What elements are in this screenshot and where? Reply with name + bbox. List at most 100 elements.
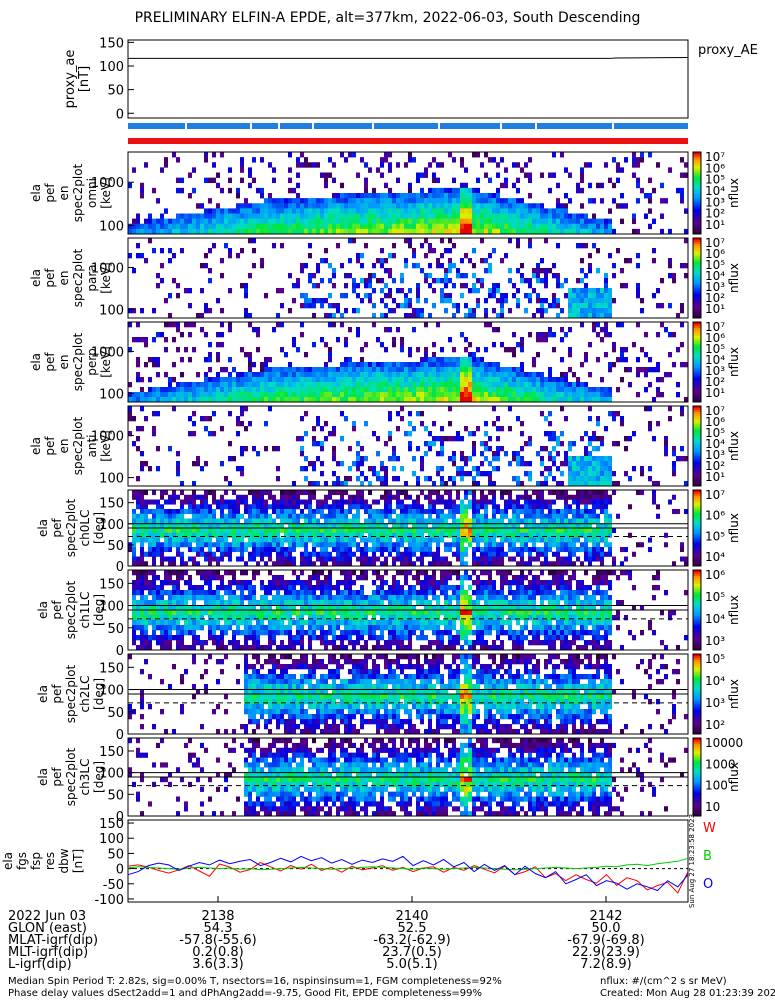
spectrogram-cell [336, 461, 340, 467]
spectrogram-cell [484, 193, 488, 199]
spectrogram-cell [344, 203, 348, 209]
spectrogram-cell [380, 218, 384, 225]
spectrogram-cell [432, 218, 436, 225]
spectrogram-cell [408, 298, 412, 304]
spectrogram-cell [172, 392, 176, 398]
spectrogram-cell [608, 513, 612, 519]
spectrogram-cell [476, 193, 480, 199]
colorbar-segment [693, 414, 701, 417]
spectrogram-cell [600, 392, 604, 398]
spectrogram-cell [544, 273, 548, 279]
spectrogram-cell [232, 397, 236, 403]
spectrogram-cell [372, 509, 376, 515]
spectrogram-cell [328, 203, 332, 209]
spectrogram-cell [356, 518, 360, 524]
spectrogram-cell [456, 431, 460, 437]
spectrogram-cell [364, 456, 368, 462]
spectrogram-cell [544, 551, 548, 557]
spectrogram-cell [496, 228, 500, 235]
spectrogram-cell [372, 471, 376, 477]
spectrogram-cell [376, 471, 380, 477]
spectrogram-cell [220, 387, 224, 393]
spectrogram-cell [208, 509, 212, 515]
spectrogram-cell [612, 471, 616, 477]
spectrogram-cell [456, 213, 460, 219]
spectrogram-cell [588, 288, 592, 294]
spectrogram-cell [240, 377, 244, 383]
colorbar-segment [693, 296, 701, 299]
spectrogram-cell [560, 397, 564, 403]
spectrogram-cell [636, 157, 640, 163]
spectrogram-cell [564, 490, 568, 496]
spectrogram-cell [520, 218, 524, 225]
spectrogram-cell [432, 187, 436, 194]
spectrogram-cell [528, 513, 532, 519]
colorbar-tick-label: 10³ [705, 280, 725, 294]
spectrogram-cell [332, 481, 336, 487]
spectrogram-cell [296, 213, 300, 219]
colorbar-segment [693, 543, 701, 546]
spectrogram-cell [260, 193, 264, 199]
spectrogram-cell [680, 456, 684, 462]
spectrogram-cell [312, 490, 316, 496]
spectrogram-cell [272, 367, 276, 373]
spectrogram-ylabel: ela [29, 437, 43, 455]
colorbar-segment [693, 464, 701, 467]
spectrogram-cell [444, 436, 448, 442]
spectrogram-cell [308, 228, 312, 235]
spectrogram-cell [160, 392, 164, 398]
spectrogram-cell [320, 392, 324, 398]
spectrogram-cell [284, 490, 288, 496]
spectrogram-cell [196, 504, 200, 510]
spectrogram-cell [376, 523, 380, 529]
spectrogram-cell [328, 157, 332, 163]
spectrogram-cell [184, 499, 188, 505]
spectrogram-cell [228, 322, 232, 328]
spectrogram-cell [432, 203, 436, 209]
spectrogram-cell [312, 377, 316, 383]
spectrogram-cell [468, 367, 472, 373]
spectrogram-cell [388, 372, 392, 378]
spectrogram-cell [584, 303, 588, 309]
spectrogram-cell [588, 528, 592, 534]
spectrogram-cell [248, 213, 252, 219]
spectrogram-cell [484, 258, 488, 264]
spectrogram-cell [184, 392, 188, 398]
spectrogram-cell [608, 253, 612, 259]
spectrogram-cell [372, 193, 376, 199]
spectrogram-cell [292, 392, 296, 398]
spectrogram-cell [272, 392, 276, 398]
spectrogram-cell [680, 556, 684, 562]
spectrogram-cell [236, 208, 240, 214]
spectrogram-cell [568, 518, 572, 524]
spectrogram-cell [512, 367, 516, 373]
spectrogram-cell [468, 523, 472, 529]
spectrogram-cell [204, 303, 208, 309]
spectrogram-cell [372, 228, 376, 235]
spectrogram-cell [268, 228, 272, 235]
spectrogram-cell [200, 551, 204, 557]
spectrogram-cell [364, 528, 368, 534]
colorbar-frame [692, 489, 702, 567]
spectrogram-cell [276, 446, 280, 452]
spectrogram-cell [280, 518, 284, 524]
spectrogram-cell [580, 490, 584, 496]
spectrogram-cell [532, 392, 536, 398]
spectrogram-cell [276, 377, 280, 383]
spectrogram-cell [168, 446, 172, 452]
spectrogram-cell [528, 476, 532, 482]
spectrogram-cell [408, 392, 412, 398]
spectrogram-cell [256, 382, 260, 388]
spectrogram-cell [360, 228, 364, 235]
spectrogram-cell [588, 499, 592, 505]
spectrogram-cell [292, 382, 296, 388]
spectrogram-cell [632, 342, 636, 348]
spectrogram-cell [172, 278, 176, 284]
spectrogram-cell [164, 387, 168, 393]
spectrogram-cell [332, 542, 336, 548]
spectrogram-cell [536, 382, 540, 388]
spectrogram-cell [448, 494, 452, 500]
spectrogram-cell [604, 397, 608, 403]
spectrogram-cell [424, 387, 428, 393]
spectrogram-cell [460, 537, 464, 543]
